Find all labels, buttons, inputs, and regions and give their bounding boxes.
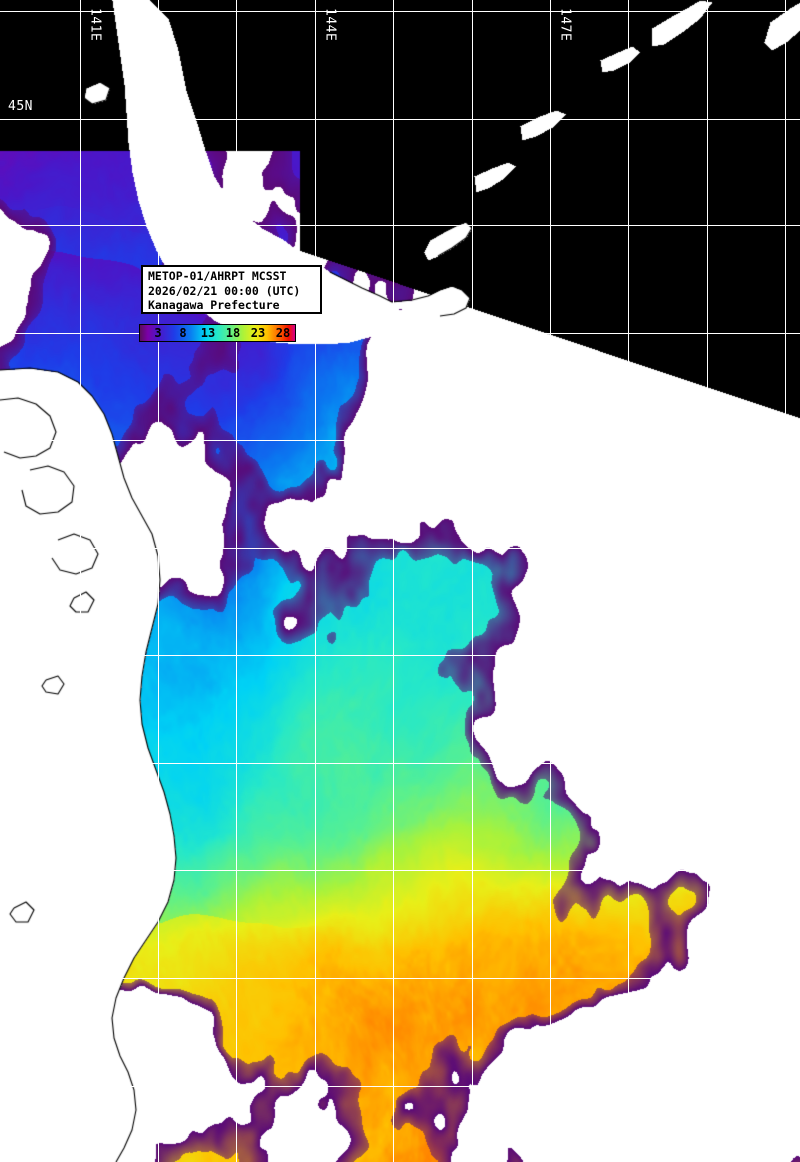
colorbar-tick-13: 13	[200, 326, 216, 340]
axis-labels: 141E 144E 147E 45N	[8, 8, 573, 114]
colorbar-tick-23: 23	[250, 326, 266, 340]
colorbar-tick-28: 28	[275, 326, 291, 340]
legend-line-source: Kanagawa Prefecture	[148, 298, 280, 313]
legend-line-product: METOP-01/AHRPT MCSST	[148, 269, 287, 283]
lat-label-45N: 45N	[8, 99, 33, 114]
lon-label-147E: 147E	[558, 8, 573, 41]
lon-label-141E: 141E	[88, 8, 103, 41]
colorbar-gradient	[140, 325, 295, 341]
legend-info-box: METOP-01/AHRPT MCSST 2026/02/21 00:00 (U…	[141, 265, 322, 314]
colorbar-tick-3: 3	[154, 326, 162, 340]
colorbar-tick-8: 8	[179, 326, 187, 340]
lon-label-144E: 144E	[323, 8, 338, 41]
colorbar: 3 8 13 18 23 28	[139, 324, 296, 342]
colorbar-tick-18: 18	[225, 326, 241, 340]
legend-line-datetime: 2026/02/21 00:00 (UTC)	[148, 283, 301, 298]
colorbar-tick-labels: 3 8 13 18 23 28	[140, 325, 295, 341]
